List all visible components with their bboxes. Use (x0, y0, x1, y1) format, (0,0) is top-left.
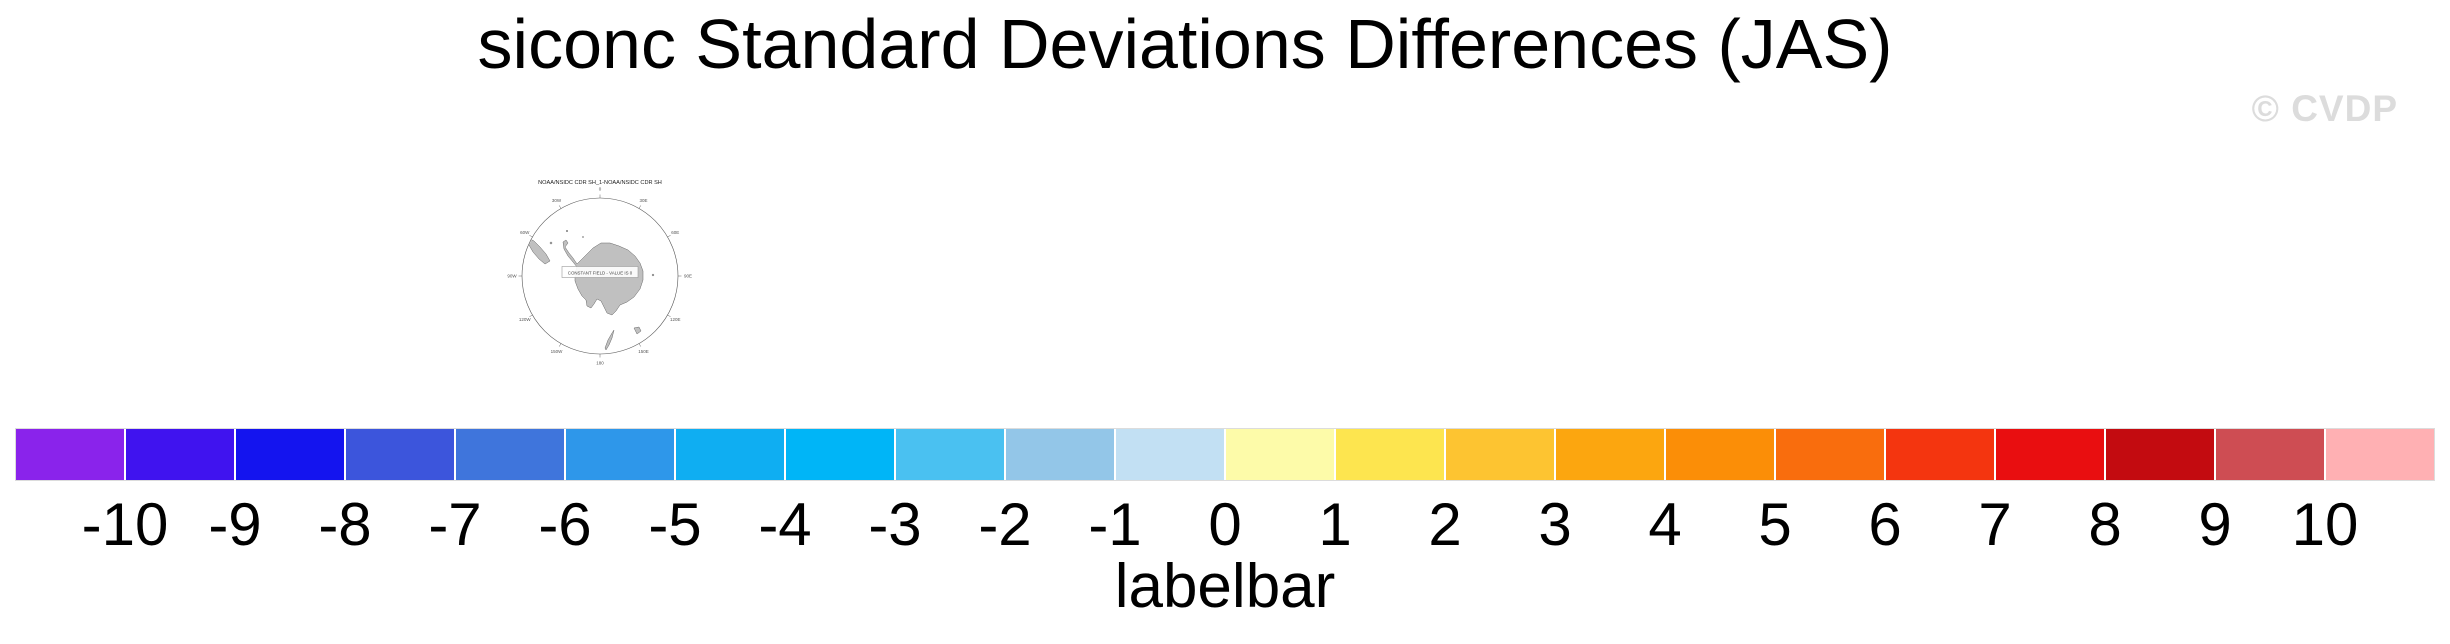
south-georgia-island (565, 229, 569, 233)
labelbar-tick-label: 1 (1318, 491, 1352, 558)
labelbar-cell (1116, 429, 1224, 480)
labelbar-tick-label: -1 (1088, 491, 1142, 558)
labelbar-cell (2106, 429, 2214, 480)
labelbar-tick-label: 10 (2291, 491, 2359, 558)
labelbar-tick-label: -10 (81, 491, 169, 558)
labelbar-cell (346, 429, 454, 480)
falkland-islands (549, 241, 553, 245)
lon-label-0: 0 (599, 187, 602, 192)
labelbar-tick-label: 0 (1208, 491, 1242, 558)
labelbar-cell (16, 429, 124, 480)
labelbar-tick-label: -2 (978, 491, 1032, 558)
labelbar-cell (786, 429, 894, 480)
labelbar-cell (456, 429, 564, 480)
labelbar-tick-label: 2 (1428, 491, 1462, 558)
labelbar-tick-label: -7 (428, 491, 482, 558)
labelbar-tick-label: 3 (1538, 491, 1572, 558)
constant-field-box (561, 266, 639, 278)
labelbar-tick-label: -3 (868, 491, 922, 558)
labelbar-tick-label: 4 (1648, 491, 1682, 558)
labelbar-tick-label: 8 (2088, 491, 2122, 558)
lon-label-150w: 150W (551, 349, 564, 354)
labelbar-cell (1226, 429, 1334, 480)
new-zealand (604, 329, 615, 351)
labelbar-cell (236, 429, 344, 480)
labelbar-tick-label: -9 (208, 491, 262, 558)
longitude-labels: 0 30E 60E 90E 120E 150E 180 150W 120W 90… (507, 187, 692, 366)
labelbar-ticks: -10 -9 -8 -7 -6 -5 -4 -3 -2 -1 0 1 2 3 4 5 6 7 8 9 10 (0, 490, 2450, 558)
labelbar-cell (1886, 429, 1994, 480)
south-america-tip (527, 237, 551, 265)
map-subtitle: NOAA/NSIDC CDR SH_1-NOAA/NSIDC CDR SH (538, 180, 662, 186)
labelbar-cell (1006, 429, 1114, 480)
lon-label-30w: 30W (552, 198, 562, 203)
labelbar-cell (1776, 429, 1884, 480)
tasmania (633, 326, 642, 335)
labelbar-cell (2216, 429, 2324, 480)
labelbar-tick-label: 6 (1868, 491, 1902, 558)
labelbar-tick-label: 9 (2198, 491, 2232, 558)
labelbar-cell (566, 429, 674, 480)
labelbar-cell (2326, 429, 2434, 480)
labelbar-cell (1666, 429, 1774, 480)
labelbar-cell (896, 429, 1004, 480)
south-orkney-island (582, 236, 584, 238)
labelbar-caption: labelbar (1114, 552, 1336, 621)
labelbar-tick-label: 5 (1758, 491, 1792, 558)
lon-label-120e: 120E (670, 317, 681, 322)
polar-map-panel: NOAA/NSIDC CDR SH_1-NOAA/NSIDC CDR SH 0 … (507, 180, 692, 366)
lon-label-60e: 60E (671, 230, 679, 235)
lon-label-90w: 90W (507, 274, 517, 279)
labelbar-cell (1446, 429, 1554, 480)
lon-label-30e: 30E (639, 198, 647, 203)
longitude-ticks (518, 194, 682, 358)
labelbar-tick-label: -5 (648, 491, 702, 558)
labelbar-cell (676, 429, 784, 480)
labelbar-tick-label: -4 (758, 491, 812, 558)
lon-label-60w: 60W (520, 230, 530, 235)
labelbar-cell (1996, 429, 2104, 480)
lon-label-90e: 90E (684, 274, 692, 279)
lon-label-120w: 120W (519, 317, 532, 322)
page-title: siconc Standard Deviations Differences (… (477, 5, 1893, 83)
labelbar-tick-label: 7 (1978, 491, 2012, 558)
cvdp-watermark: © CVDP (2251, 88, 2398, 129)
labelbar-tick-label: -6 (538, 491, 592, 558)
constant-field-text: CONSTANT FIELD - VALUE IS 0 (568, 270, 633, 275)
kerguelen-island (651, 273, 655, 277)
labelbar-cell (1336, 429, 1444, 480)
lon-label-150e: 150E (638, 349, 649, 354)
labelbar-cell (1556, 429, 1664, 480)
lon-label-180: 180 (596, 361, 604, 366)
labelbar-tick-label: -8 (318, 491, 372, 558)
labelbar-cells (15, 428, 2435, 481)
labelbar-cell (126, 429, 234, 480)
